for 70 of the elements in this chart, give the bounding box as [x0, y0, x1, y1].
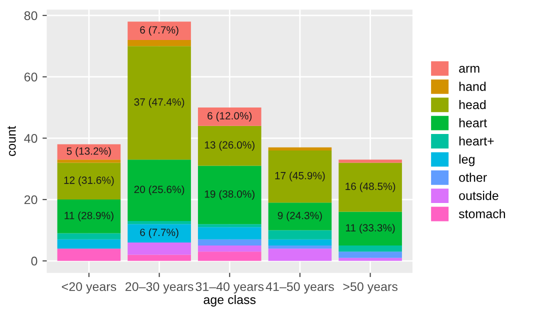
legend-label: other [459, 172, 487, 182]
data-label: 16 (48.5%) [346, 182, 396, 192]
x-tick-label: 20–30 years [126, 282, 194, 294]
bar [198, 227, 262, 240]
bar [268, 248, 332, 261]
bar [128, 254, 191, 261]
bar [338, 212, 402, 246]
bar [57, 248, 121, 261]
bar [338, 252, 402, 258]
bar [198, 224, 262, 228]
y-tick-label: 40 [24, 134, 38, 143]
bar [198, 246, 262, 252]
legend-label: arm [459, 66, 480, 73]
legend-label: heart [459, 118, 487, 128]
bar [198, 126, 262, 166]
bar [128, 242, 191, 255]
data-label: 19 (38.0%) [204, 190, 254, 200]
data-label: 13 (26.0%) [204, 140, 254, 151]
data-label: 9 (24.3%) [278, 212, 322, 222]
bar [128, 40, 191, 46]
bar [198, 252, 262, 261]
data-label: 11 (28.9%) [64, 212, 114, 222]
bar [128, 160, 191, 222]
bar [338, 162, 402, 212]
legend-label: heart+ [459, 136, 494, 146]
bar [338, 246, 402, 252]
y-tick-label: 0 [31, 256, 38, 266]
bar [268, 202, 332, 230]
x-tick-label: 31–40 years [196, 282, 264, 294]
bar [268, 239, 332, 246]
bar [128, 46, 191, 160]
y-tick-label: 80 [24, 11, 38, 20]
bar [128, 22, 191, 40]
bar [198, 166, 262, 224]
bar [268, 150, 332, 203]
data-label: 5 (13.2%) [66, 147, 111, 157]
bar [57, 200, 121, 234]
y-tick-label: 60 [24, 72, 38, 82]
bar [198, 239, 262, 246]
data-label: 20 (25.6%) [134, 185, 184, 196]
bar [338, 258, 402, 261]
data-label: 37 (47.4%) [134, 98, 184, 108]
x-tick-label: 41–50 years [266, 282, 334, 294]
bar [57, 160, 121, 163]
bar [128, 221, 191, 224]
x-tick-label: <20 years [62, 282, 116, 294]
x-axis-title: age class [204, 294, 256, 307]
bar [128, 224, 191, 242]
data-label: 6 (12.0%) [208, 112, 252, 122]
bar [268, 230, 332, 240]
data-label: 6 (7.7%) [140, 228, 178, 238]
data-label: 11 (33.3%) [346, 224, 395, 234]
data-label: 12 (31.6%) [64, 176, 114, 186]
bar [57, 239, 121, 249]
data-label: 17 (45.9%) [275, 172, 325, 182]
legend-label: hand [459, 82, 486, 91]
bar [338, 160, 402, 163]
data-label: 6 (7.7%) [140, 26, 178, 36]
bar [57, 233, 121, 240]
legend-label: stomach [458, 209, 505, 218]
bar [268, 246, 332, 249]
x-tick-label: >50 years [343, 282, 398, 294]
bar [198, 107, 262, 126]
bar [57, 162, 121, 200]
bar [268, 147, 332, 150]
legend-label: outside [459, 190, 498, 200]
legend-label: leg [459, 154, 474, 166]
y-tick-label: 20 [24, 195, 38, 204]
y-axis-title: count [8, 126, 16, 156]
legend-label: head [459, 100, 486, 110]
